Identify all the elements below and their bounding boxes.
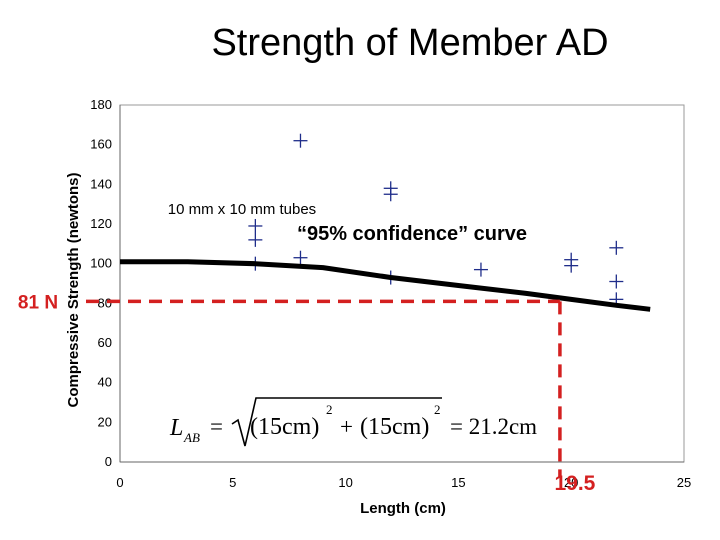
x-tick-label: 25 [677,475,691,490]
y-tick-label: 80 [98,295,112,310]
data-point [293,133,308,148]
tubes-label: 10 mm x 10 mm tubes [168,201,316,218]
formula-term1: (15cm) [250,414,319,440]
y-axis-title: Compressive Strength (newtons) [65,172,82,407]
x-tick-label: 20 [564,475,578,490]
x-tick-label: 10 [338,475,352,490]
sqrt-symbol [231,397,442,447]
data-point [473,262,488,277]
x-tick-label: 5 [229,475,236,490]
y-tick-label: 60 [98,335,112,350]
data-point [564,258,579,273]
plot-area [119,104,685,463]
formula-term2: (15cm) [360,414,429,440]
y-tick-label: 40 [98,375,112,390]
y-tick-label: 160 [90,137,112,152]
x-tick-label: 0 [116,475,123,490]
annotation-group: “95% confidence” curve 10 mm x 10 mm tube… [18,201,596,495]
plot-frame-group [119,104,685,463]
data-point [383,187,398,202]
data-point [248,232,263,247]
y-tick-label: 100 [90,256,112,271]
y-tick-label: 120 [90,216,112,231]
formula-exp1: 2 [326,402,333,417]
y-tick-label: 20 [98,414,112,429]
x-axis-title: Length (cm) [360,500,446,517]
x-marker-label: 19.5 [554,472,595,495]
y-tick-label: 180 [90,97,112,112]
ticks-group: 0 20 40 60 80 100 120 140 160 180 0 5 10 15 20 25 [90,97,691,490]
length-formula: L AB = (15cm) 2 + (15cm) 2 = 21.2cm [169,397,537,447]
points-group [248,133,624,307]
curve-label: “95% confidence” curve [297,223,527,245]
y-tick-label: 140 [90,176,112,191]
data-point [609,274,624,289]
data-point [609,240,624,255]
page-title: Strength of Member AD [211,22,609,64]
formula-exp2: 2 [434,402,441,417]
formula-plus: + [340,414,353,439]
confidence-curve [120,259,651,312]
formula-equals: = [210,414,223,439]
x-tick-label: 15 [451,475,465,490]
data-point [293,250,308,265]
data-point [248,218,263,233]
formula-lhs: L [169,415,183,441]
formula-result: = 21.2cm [450,414,537,439]
curve-group [120,259,651,312]
y-tick-label: 0 [105,454,112,469]
y-marker-label: 81 N [18,292,58,313]
formula-lhs-sub: AB [183,430,200,445]
